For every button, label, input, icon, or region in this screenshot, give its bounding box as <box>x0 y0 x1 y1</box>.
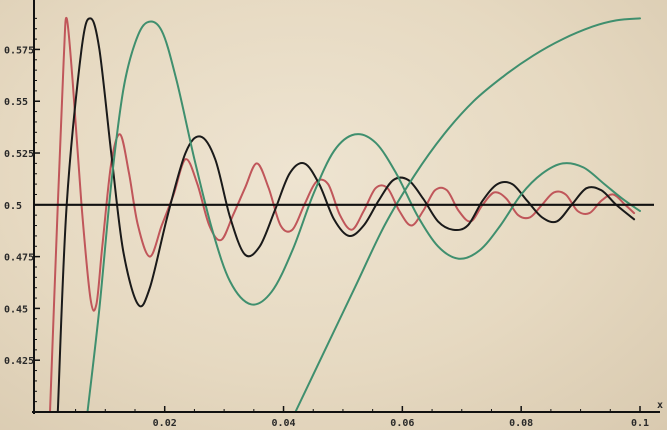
ticks-layer: 0.02 0.04 0.06 0.08 0.1 0.425 0.45 0.475 0.5 0.52… <box>4 17 649 429</box>
axes-layer: x <box>32 0 663 414</box>
y-tick-label-1: 0.45 <box>4 304 28 315</box>
series-layer <box>49 16 641 413</box>
series-line-0 <box>49 16 636 413</box>
series-line-2 <box>86 20 641 413</box>
y-tick-label-5: 0.55 <box>4 97 28 108</box>
x-tick-label-3: 0.08 <box>509 418 533 429</box>
series-line-3 <box>294 17 641 413</box>
x-tick-label-1: 0.04 <box>271 418 295 429</box>
y-tick-label-6: 0.575 <box>4 45 34 56</box>
x-tick-label-0: 0.02 <box>153 418 177 429</box>
y-tick-label-0: 0.425 <box>4 356 34 367</box>
x-tick-label-2: 0.06 <box>390 418 414 429</box>
x-tick-label-4: 0.1 <box>631 418 649 429</box>
series-line-1 <box>56 17 636 413</box>
y-tick-label-3: 0.5 <box>4 201 22 212</box>
x-axis-label: x <box>657 400 663 411</box>
y-tick-label-4: 0.525 <box>4 149 34 160</box>
y-tick-label-2: 0.475 <box>4 253 34 264</box>
